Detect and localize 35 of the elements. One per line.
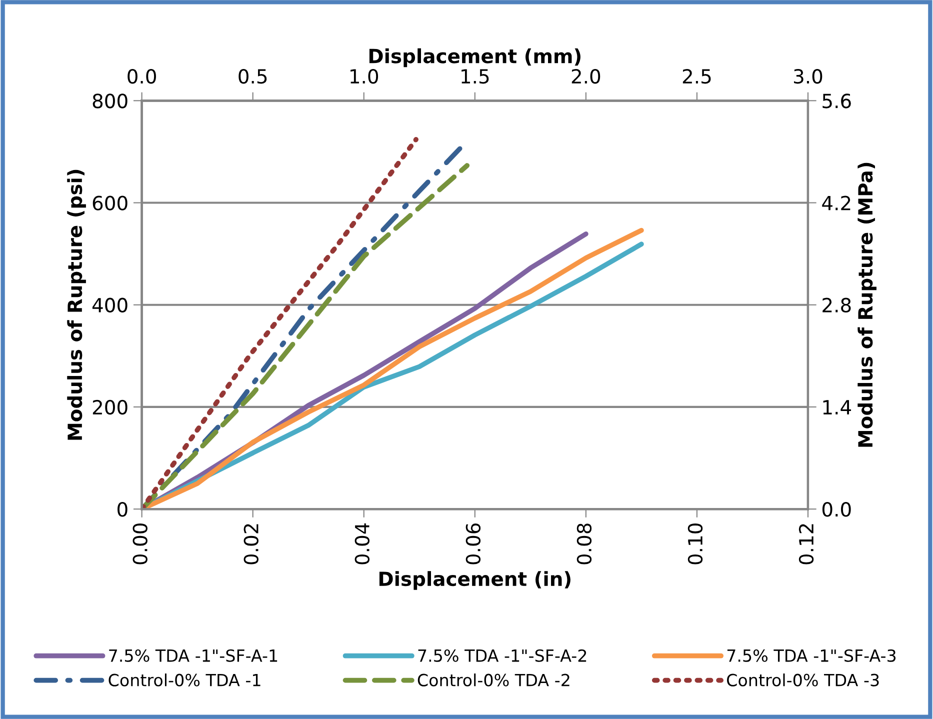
legend-label: Control-0% TDA -3 xyxy=(727,673,879,686)
y2-tick-label: 1.4 xyxy=(823,400,852,414)
x2-tick-label: 3.0 xyxy=(794,68,822,84)
x-tick-label: 0.00 xyxy=(132,524,148,564)
x2-tick-label: 1.5 xyxy=(462,69,489,84)
x2-tick-label: 0.5 xyxy=(238,68,267,84)
y-tick-label: 0 xyxy=(118,502,128,517)
legend-label: Control-0% TDA -2 xyxy=(418,673,570,686)
y2-tick-label: 0.0 xyxy=(822,502,851,517)
legend-label: 7.5% TDA -1"-SF-A-2 xyxy=(418,649,586,662)
x-axis-title: Displacement (in) xyxy=(379,571,570,590)
x-tick-label: 0.02 xyxy=(244,524,258,564)
y-tick-label: 200 xyxy=(92,400,128,415)
y-axis-title: Modulus of Rupture (psi) xyxy=(67,170,86,440)
x-tick-label: 0.08 xyxy=(576,524,592,564)
x-tick-label: 0.10 xyxy=(688,524,703,564)
y2-tick-label: 4.2 xyxy=(822,196,850,210)
y2-axis-title: Modulus of Rupture (MPa) xyxy=(858,162,876,447)
x2-tick-label: 0.0 xyxy=(128,68,156,84)
x2-tick-label: 2.5 xyxy=(682,68,711,84)
y-tick-label: 600 xyxy=(92,196,128,210)
legend-label: Control-0% TDA -1 xyxy=(108,673,260,686)
y2-tick-label: 5.6 xyxy=(822,94,851,108)
x2-tick-label: 1.0 xyxy=(350,68,378,84)
legend-label: 7.5% TDA -1"-SF-A-1 xyxy=(109,649,278,662)
x2-tick-label: 2.0 xyxy=(572,68,600,84)
x-tick-label: 0.12 xyxy=(798,524,814,564)
x-tick-label: 0.04 xyxy=(354,523,370,564)
y-tick-label: 800 xyxy=(92,94,128,108)
y-tick-label: 400 xyxy=(92,298,128,313)
line-series xyxy=(142,137,418,510)
x2-axis-title: Displacement (mm) xyxy=(369,48,580,68)
legend-label: 7.5% TDA -1"-SF-A-3 xyxy=(727,649,896,662)
y2-tick-label: 2.8 xyxy=(822,298,851,313)
x-tick-label: 0.06 xyxy=(466,523,481,564)
